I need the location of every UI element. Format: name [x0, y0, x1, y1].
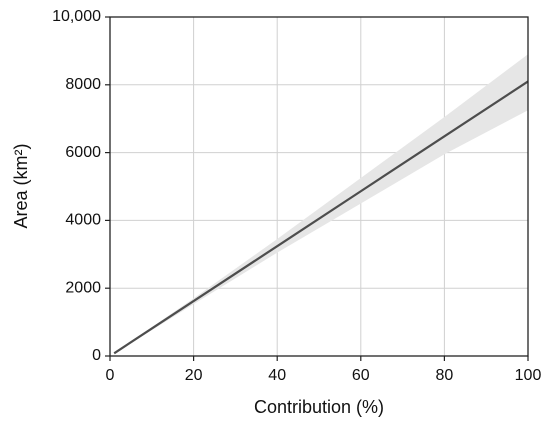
y-tick-label: 2000 — [65, 279, 101, 296]
x-tick-label: 40 — [268, 367, 286, 384]
x-tick-label: 60 — [352, 367, 370, 384]
x-axis-label: Contribution (%) — [254, 397, 384, 417]
y-tick-label: 10,000 — [52, 8, 101, 25]
x-tick-label: 0 — [106, 367, 115, 384]
x-tick-label: 100 — [515, 367, 542, 384]
line — [113, 80, 529, 355]
y-tick-label: 6000 — [65, 144, 101, 161]
confidence-band — [114, 54, 529, 354]
y-tick-label: 8000 — [65, 76, 101, 93]
y-axis-label: Area (km²) — [11, 144, 31, 229]
plot-frame — [109, 16, 529, 357]
y-tick-label: 0 — [92, 347, 101, 364]
x-tick-label: 20 — [185, 367, 203, 384]
y-tick-label: 4000 — [65, 212, 101, 229]
x-tick-label: 80 — [436, 367, 454, 384]
